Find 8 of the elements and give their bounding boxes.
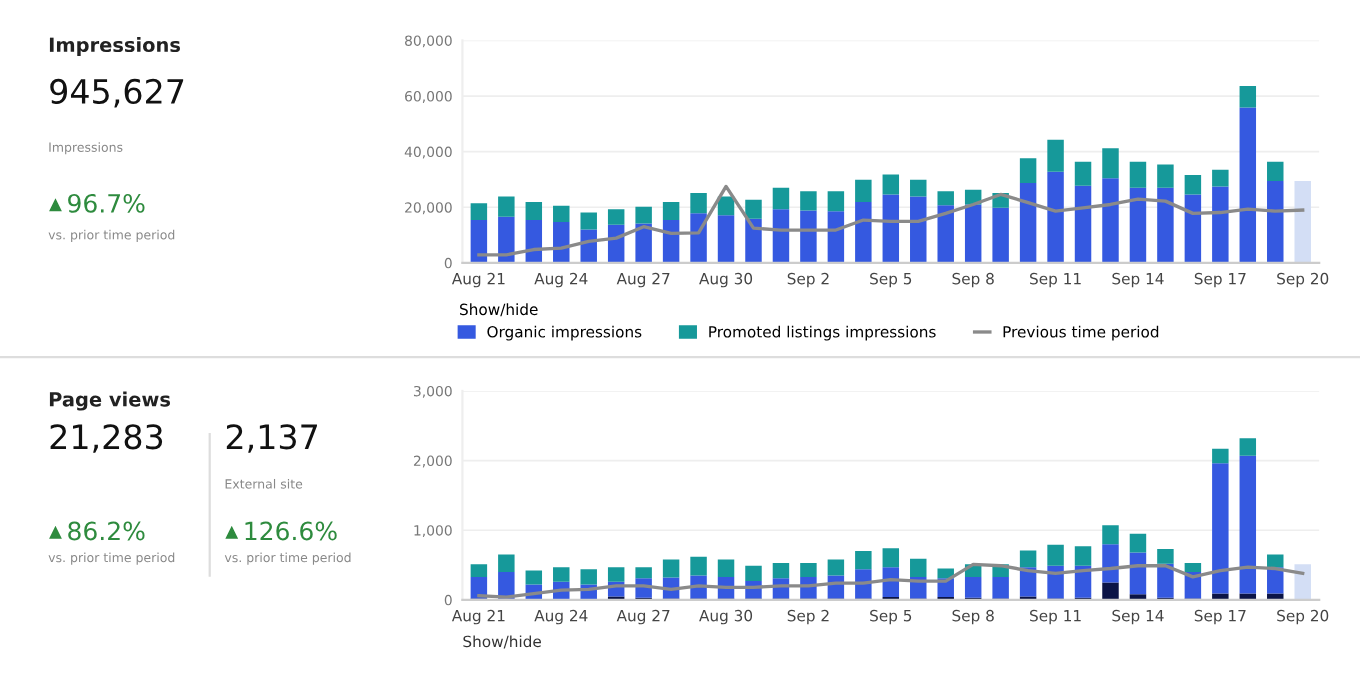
text: 21,283 [50, 424, 163, 453]
text: 2,137 [226, 424, 317, 453]
text: 96.7% [68, 193, 145, 213]
text: 945,627 [50, 78, 184, 108]
text: Impressions [49, 37, 180, 56]
text: 86.2% [68, 521, 145, 541]
text: Page views [49, 391, 171, 411]
text: 126.6% [245, 521, 337, 541]
